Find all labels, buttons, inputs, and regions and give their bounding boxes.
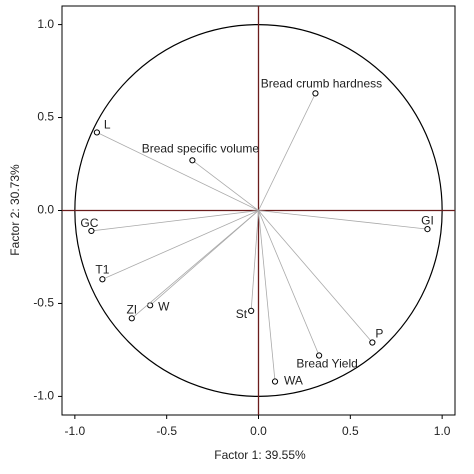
point [369, 339, 376, 346]
point-label: Bread specific volume [142, 141, 260, 155]
point-label: Bread Yield [296, 357, 357, 371]
y-tick-label: 0.5 [37, 110, 54, 124]
loading-vector [258, 93, 316, 211]
point [99, 276, 106, 283]
point [271, 378, 279, 385]
point [128, 315, 135, 322]
loading-vector [91, 210, 259, 232]
point [93, 129, 100, 136]
point [88, 227, 95, 235]
point [424, 225, 431, 233]
point-label: Bread crumb hardness [261, 77, 382, 91]
y-tick-label: 1.0 [37, 17, 54, 31]
x-axis-title: Factor 1: 39.55% [214, 448, 306, 462]
point-label: St [236, 307, 248, 321]
point-label: ZI [126, 302, 137, 316]
point-label: GI [421, 213, 434, 227]
point [189, 157, 196, 164]
x-tick-label: -0.5 [156, 424, 177, 438]
point [312, 90, 319, 97]
point-label: GC [80, 216, 98, 230]
y-tick-label: -1.0 [33, 389, 54, 403]
loading-vector [192, 159, 259, 211]
loading-vector [258, 210, 428, 230]
y-tick-label: -0.5 [33, 296, 54, 310]
loading-vector [258, 210, 320, 356]
point [248, 307, 255, 314]
loading-vector [96, 132, 259, 211]
x-tick-label: 0.5 [342, 424, 359, 438]
point [316, 352, 323, 359]
point-label: P [375, 327, 383, 341]
loading-vector [131, 210, 259, 319]
loading-vector [250, 210, 259, 311]
point-label: T1 [95, 262, 109, 276]
loading-vector [102, 210, 259, 280]
point-label: W [158, 299, 170, 313]
point [147, 302, 154, 309]
x-tick-label: -1.0 [65, 424, 86, 438]
point-label: WA [284, 374, 303, 388]
loading-vector [258, 210, 276, 382]
x-tick-label: 0.0 [250, 424, 267, 438]
loading-vector [258, 210, 373, 343]
x-tick-label: 1.0 [434, 424, 451, 438]
y-axis-title: Factor 2: 30.73% [8, 164, 22, 256]
y-tick-label: 0.0 [37, 203, 54, 217]
point-label: L [104, 118, 111, 132]
